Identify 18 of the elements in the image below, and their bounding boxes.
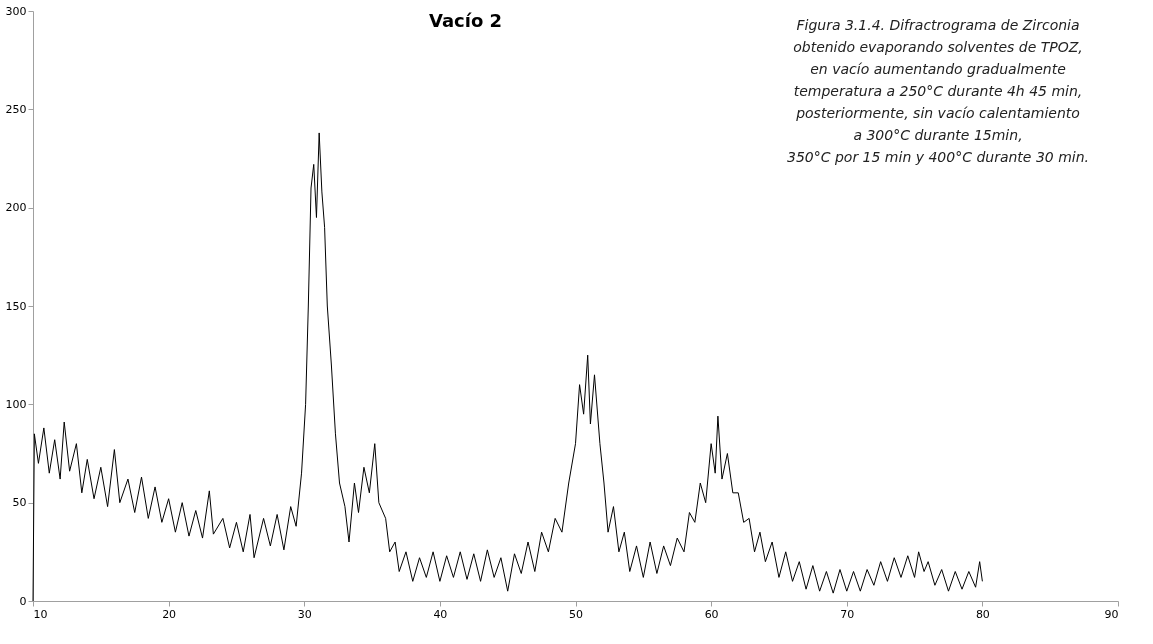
y-tick-label: 100 <box>5 397 27 411</box>
x-tick-label: 80 <box>975 607 990 621</box>
y-tick-label: 150 <box>5 299 27 313</box>
x-tick-label: 60 <box>704 607 719 621</box>
x-tick-label: 30 <box>297 607 312 621</box>
y-tick-label: 250 <box>5 102 27 116</box>
x-tick-label: 20 <box>162 607 177 621</box>
chart-title: Vacío 2 <box>428 10 503 31</box>
x-tick-label: 50 <box>569 607 583 621</box>
annotation: Figura 3.1.4. Difractrograma de Zirconia obtenido evaporando solventes de TPOZ, en vacío aumentando gradualmente temperatura a 250°C durante 4h 45 min, posteriormente, sin vacío calentamiento a 300°C durante 15min, 350°C por 15 min y 400°C durante 30 min. <box>786 17 1090 165</box>
x-tick-label: 90 <box>1104 607 1119 621</box>
x-tick-label: 70 <box>840 607 855 621</box>
y-tick-label: 0 <box>19 594 27 608</box>
x-tick-label: 10 <box>33 607 48 621</box>
y-tick-label: 200 <box>5 201 27 215</box>
y-tick-label: 300 <box>5 4 27 18</box>
x-tick-label: 40 <box>433 607 448 621</box>
y-tick-label: 50 <box>12 496 27 510</box>
